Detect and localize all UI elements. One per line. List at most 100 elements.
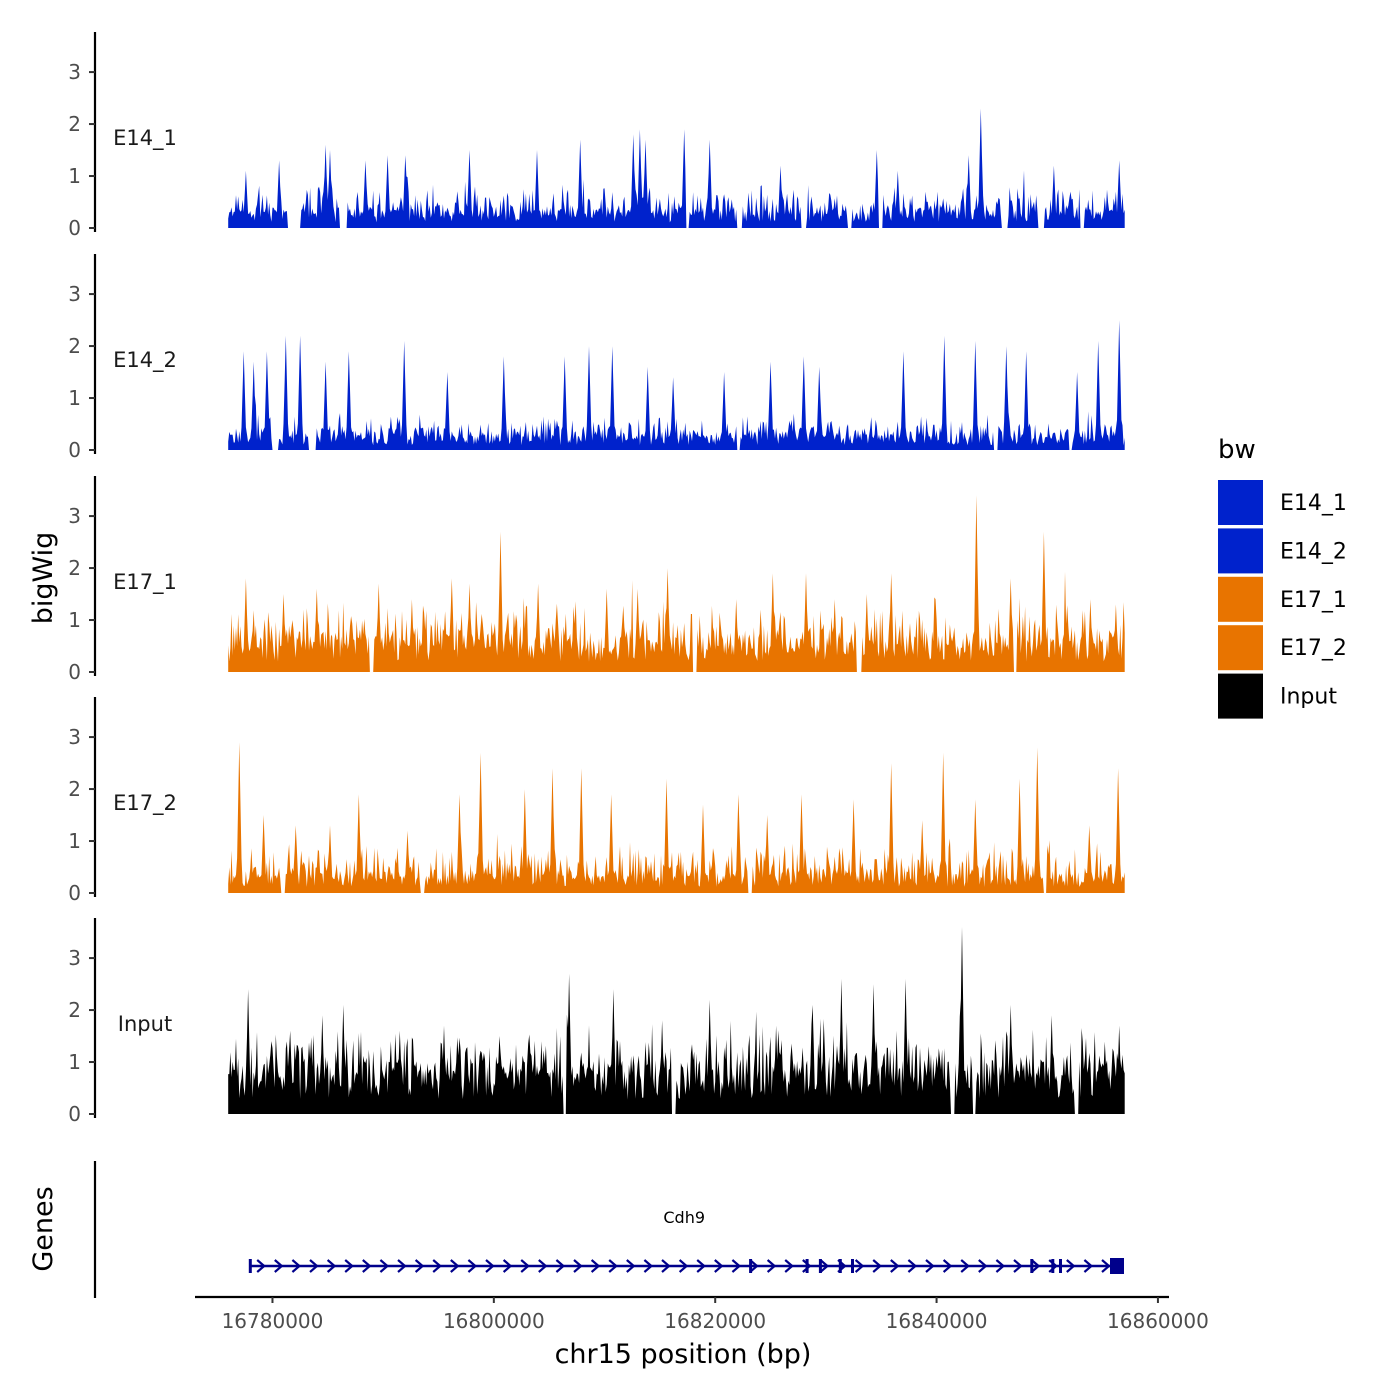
y-tick-label-E14_1-0: 0: [68, 216, 81, 240]
y-tick-label-Input-0: 0: [68, 1102, 81, 1126]
strand-arrow: [291, 1259, 302, 1273]
y-tick-label-E17_1-3: 3: [68, 504, 81, 528]
legend-title: bw: [1218, 435, 1256, 465]
y-tick-label-E17_2-0: 0: [68, 881, 81, 905]
y-tick-label-E17_1-1: 1: [68, 608, 81, 632]
x-tick-label-16800000: 16800000: [443, 1309, 545, 1333]
strand-arrow: [573, 1259, 583, 1273]
strand-arrow: [925, 1259, 935, 1273]
track-E14_2: 0 1 2 3 E14_2: [68, 254, 1125, 462]
x-tick-label-16840000: 16840000: [886, 1309, 988, 1333]
strand-arrow: [731, 1259, 742, 1273]
y-tick-label-E17_2-1: 1: [68, 829, 81, 853]
y-tick-label-E14_2-0: 0: [68, 438, 81, 462]
y-tick-label-E14_2-1: 1: [68, 386, 81, 410]
legend: bw E14_1 E14_2 E17_1 E17_2 Input: [1218, 435, 1347, 719]
strand-arrow: [802, 1259, 812, 1273]
strand-arrow: [608, 1259, 618, 1273]
y-tick-label-E14_1-3: 3: [68, 60, 81, 84]
track-E14_1: 0 1 2 3 E14_1: [68, 32, 1125, 240]
y-axis-title: bigWig: [28, 532, 59, 625]
strand-arrow: [1066, 1259, 1076, 1273]
strand-arrow: [344, 1259, 354, 1273]
exon: [1059, 1259, 1062, 1273]
legend-swatch-E17_1: [1218, 576, 1263, 622]
strand-arrow: [467, 1259, 478, 1273]
exon: [851, 1259, 854, 1273]
strand-arrow: [397, 1259, 407, 1273]
strand-arrow: [872, 1259, 882, 1273]
gene-label-Cdh9: Cdh9: [663, 1208, 705, 1227]
y-tick-label-E17_1-0: 0: [68, 660, 81, 684]
exon: [818, 1259, 822, 1273]
genes-track: Genes Cdh9: [28, 1161, 1124, 1298]
strand-arrow: [784, 1259, 794, 1273]
signal-area-E14_1: [228, 108, 1125, 228]
strand-arrow: [1013, 1259, 1023, 1273]
track-Input: 0 1 2 3 Input: [68, 918, 1125, 1126]
strand-arrow: [274, 1259, 284, 1273]
strand-arrow: [450, 1259, 460, 1273]
legend-label-E17_2: E17_2: [1280, 636, 1347, 661]
strand-arrow: [960, 1259, 970, 1273]
legend-label-E14_1: E14_1: [1280, 491, 1347, 516]
strand-arrow: [995, 1259, 1006, 1273]
exon: [838, 1259, 842, 1273]
x-tick-label-16860000: 16860000: [1107, 1309, 1209, 1333]
legend-swatch-Input: [1218, 673, 1263, 719]
track-label-E14_2: E14_2: [113, 348, 177, 373]
exon: [248, 1259, 252, 1273]
strand-arrow: [766, 1259, 777, 1273]
signal-area-Input: [228, 926, 1125, 1114]
y-tick-label-E14_1-2: 2: [68, 112, 81, 136]
strand-arrow: [907, 1259, 918, 1273]
strand-arrow: [432, 1259, 442, 1273]
y-tick-label-Input-2: 2: [68, 998, 81, 1022]
x-axis-title: chr15 position (bp): [555, 1339, 812, 1370]
strand-arrow: [749, 1259, 759, 1273]
strand-arrow: [1030, 1259, 1041, 1273]
strand-arrow: [379, 1259, 390, 1273]
strand-arrow: [661, 1259, 671, 1273]
legend-label-Input: Input: [1280, 685, 1337, 710]
x-tick-label-16820000: 16820000: [664, 1309, 766, 1333]
strand-arrow: [326, 1259, 337, 1273]
track-label-E17_1: E17_1: [113, 570, 177, 595]
strand-arrow: [854, 1259, 865, 1273]
track-label-E14_1: E14_1: [113, 126, 177, 151]
y-tick-label-E17_1-2: 2: [68, 556, 81, 580]
track-label-Input: Input: [118, 1012, 172, 1036]
strand-arrow: [1083, 1259, 1094, 1273]
y-tick-label-Input-1: 1: [68, 1050, 81, 1074]
strand-arrow: [643, 1259, 654, 1273]
legend-label-E14_2: E14_2: [1280, 539, 1347, 564]
genes-track-label: Genes: [28, 1186, 59, 1271]
y-tick-label-E17_2-2: 2: [68, 777, 81, 801]
y-tick-label-E14_2-3: 3: [68, 282, 81, 306]
strand-arrow: [256, 1259, 266, 1273]
strand-arrow: [309, 1259, 319, 1273]
strand-arrow: [942, 1259, 953, 1273]
gene-Cdh9: Cdh9: [248, 1208, 1124, 1274]
strand-arrow: [890, 1259, 900, 1273]
exon: [749, 1259, 753, 1273]
track-E17_1: 0 1 2 3 E17_1: [68, 476, 1125, 684]
signal-area-E17_2: [228, 742, 1125, 893]
strand-arrow: [678, 1259, 689, 1273]
x-tick-label-16780000: 16780000: [222, 1309, 324, 1333]
exon: [1110, 1258, 1124, 1274]
strand-arrow: [590, 1259, 601, 1273]
strand-arrow: [538, 1259, 548, 1273]
legend-label-E17_1: E17_1: [1280, 588, 1347, 613]
legend-swatch-E17_2: [1218, 625, 1263, 671]
y-tick-label-Input-3: 3: [68, 946, 81, 970]
strand-arrow: [520, 1259, 530, 1273]
strand-arrow: [362, 1259, 372, 1273]
strand-arrow: [696, 1259, 706, 1273]
signal-area-E17_1: [228, 495, 1125, 672]
strand-arrow: [714, 1259, 724, 1273]
strand-arrow: [502, 1259, 513, 1273]
track-E17_2: 0 1 2 3 E17_2: [68, 697, 1125, 905]
strand-arrow: [414, 1259, 425, 1273]
y-tick-label-E14_2-2: 2: [68, 334, 81, 358]
